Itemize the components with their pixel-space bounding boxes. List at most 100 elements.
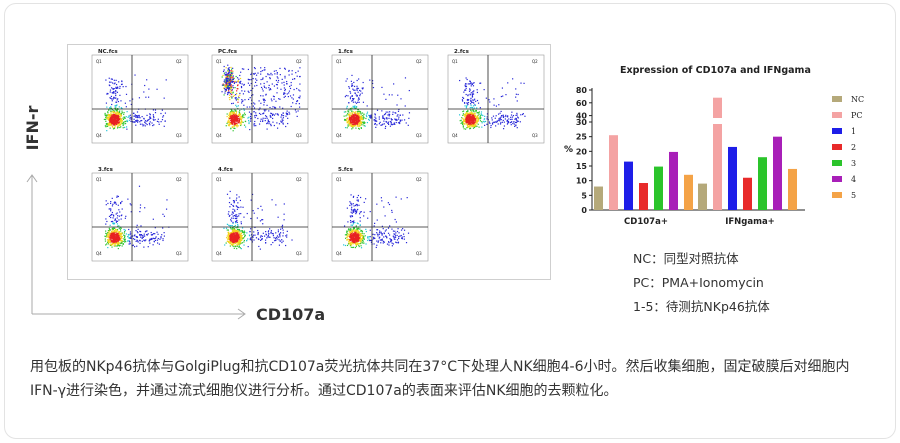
flow-plot: Q1 Q2 Q4 Q3 2.fcs — [432, 47, 550, 159]
legend-note-nc: NC：同型对照抗体 — [633, 251, 739, 266]
quadrant-label: Q1 — [96, 59, 102, 64]
flow-plot-canvas: Q1 Q2 Q4 Q3 — [91, 172, 189, 262]
legend-label: 3 — [851, 159, 856, 168]
legend-swatch — [832, 192, 842, 198]
bar — [624, 161, 633, 210]
quadrant-label: Q4 — [336, 251, 342, 256]
y-tick-label: 25 — [576, 133, 588, 142]
bar — [728, 146, 737, 210]
flow-plot: Q1 Q2 Q4 Q3 4.fcs — [196, 165, 314, 277]
legend-note-pc: PC：PMA+Ionomycin — [633, 275, 764, 290]
legend-note-samples: 1-5：待测抗NKp46抗体 — [633, 299, 770, 314]
flow-plot-canvas: Q1 Q2 Q4 Q3 — [331, 54, 429, 144]
bar — [788, 168, 797, 210]
bar-chart: Expression of CD107a and IFNgama % 0 5 10 15… — [560, 60, 890, 236]
quadrant-label: Q4 — [96, 133, 102, 138]
axis-arrows — [26, 174, 246, 320]
quadrant-label: Q2 — [296, 177, 302, 182]
y-tick-label: 10 — [576, 177, 588, 186]
legend-swatch — [832, 96, 842, 102]
flow-plot-title: NC.fcs — [98, 49, 118, 55]
quadrant-label: Q3 — [176, 251, 182, 256]
y-tick-label: 20 — [576, 147, 588, 156]
quadrant-label: Q4 — [216, 133, 222, 138]
legend-label: 2 — [851, 143, 856, 152]
chart-title: Expression of CD107a and IFNgama — [620, 65, 811, 76]
flow-plot-title: PC.fcs — [218, 49, 238, 55]
y-tick-label: 15 — [576, 162, 588, 171]
quadrant-label: Q4 — [452, 133, 458, 138]
x-axis-label: CD107a — [256, 305, 326, 324]
legend-swatch — [832, 144, 842, 150]
quadrant-label: Q2 — [532, 59, 538, 64]
bar — [669, 151, 678, 210]
quadrant-label: Q4 — [96, 251, 102, 256]
legend-swatch — [832, 112, 842, 118]
y-tick-label: 80 — [576, 86, 588, 95]
y-tick-label: 60 — [576, 99, 588, 108]
quadrant-label: Q1 — [452, 59, 458, 64]
legend-label: 1 — [851, 127, 856, 136]
quadrant-label: Q1 — [216, 177, 222, 182]
flow-plot-canvas: Q1 Q2 Q4 Q3 — [211, 172, 309, 262]
flow-plot: Q1 Q2 Q4 Q3 PC.fcs — [196, 47, 314, 159]
quadrant-label: Q1 — [96, 177, 102, 182]
flow-plot-canvas: Q1 Q2 Q4 Q3 — [211, 54, 309, 144]
category-label: IFNgama+ — [725, 217, 775, 227]
flow-plot: Q1 Q2 Q4 Q3 5.fcs — [316, 165, 434, 277]
y-tick-label: 5 — [581, 191, 587, 200]
bar — [698, 183, 707, 210]
quadrant-label: Q3 — [416, 133, 422, 138]
quadrant-label: Q3 — [296, 133, 302, 138]
quadrant-label: Q1 — [336, 59, 342, 64]
bar — [713, 97, 722, 210]
bar — [609, 135, 618, 210]
quadrant-label: Q2 — [296, 59, 302, 64]
quadrant-label: Q3 — [416, 251, 422, 256]
flow-plot-canvas: Q1 Q2 Q4 Q3 — [447, 54, 545, 144]
figure-caption: 用包板的NKp46抗体与GolgiPlug和抗CD107a荧光抗体共同在37°C… — [30, 359, 850, 399]
bar — [743, 177, 752, 210]
y-axis-label: IFN-r — [23, 105, 42, 151]
legend-label: PC — [851, 111, 863, 120]
bar — [773, 136, 782, 210]
flow-plot-title: 1.fcs — [338, 49, 353, 55]
quadrant-label: Q1 — [216, 59, 222, 64]
bar — [758, 157, 767, 210]
flow-plot-title: 5.fcs — [338, 167, 353, 173]
quadrant-label: Q4 — [336, 133, 342, 138]
flow-plot: Q1 Q2 Q4 Q3 1.fcs — [316, 47, 434, 159]
bar — [639, 183, 648, 210]
quadrant-label: Q2 — [416, 177, 422, 182]
flow-plot-title: 2.fcs — [454, 49, 469, 55]
flow-plot: Q1 Q2 Q4 Q3 3.fcs — [76, 165, 194, 277]
flow-plot-title: 3.fcs — [98, 167, 113, 173]
y-tick-label: 40 — [576, 112, 588, 121]
flow-plot-canvas: Q1 Q2 Q4 Q3 — [91, 54, 189, 144]
quadrant-label: Q3 — [176, 133, 182, 138]
legend-swatch — [832, 160, 842, 166]
y-tick-label: 0 — [581, 206, 587, 215]
bar — [684, 174, 693, 210]
quadrant-label: Q3 — [296, 251, 302, 256]
legend-label: NC — [851, 95, 864, 104]
legend-label: 4 — [851, 175, 856, 184]
legend-swatch — [832, 128, 842, 134]
y-axis-title: % — [564, 145, 573, 155]
quadrant-label: Q4 — [216, 251, 222, 256]
bar — [594, 186, 603, 210]
bar — [654, 166, 663, 210]
flow-plot: Q1 Q2 Q4 Q3 NC.fcs — [76, 47, 194, 159]
quadrant-label: Q2 — [176, 177, 182, 182]
flow-plot-title: 4.fcs — [218, 167, 233, 173]
quadrant-label: Q3 — [532, 133, 538, 138]
quadrant-label: Q2 — [176, 59, 182, 64]
quadrant-label: Q1 — [336, 177, 342, 182]
flow-plot-canvas: Q1 Q2 Q4 Q3 — [331, 172, 429, 262]
category-label: CD107a+ — [624, 217, 668, 227]
legend-label: 5 — [851, 191, 856, 200]
y-tick-label: 30 — [576, 118, 588, 127]
legend-swatch — [832, 176, 842, 182]
quadrant-label: Q2 — [416, 59, 422, 64]
